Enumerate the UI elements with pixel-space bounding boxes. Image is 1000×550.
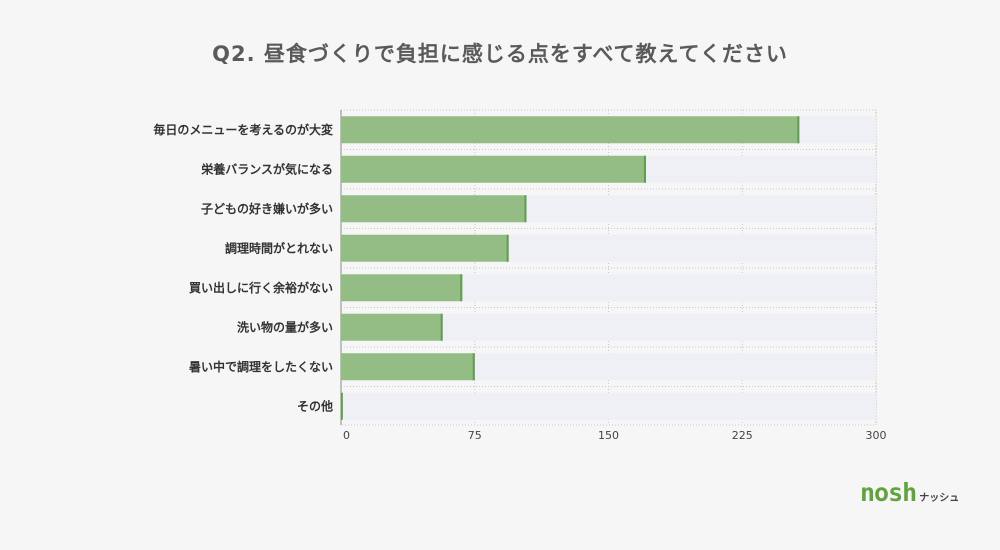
category-label-3: 調理時間がとれない — [225, 240, 333, 255]
bar-2 — [341, 195, 527, 223]
x-tick-labels: 0 75 150 225 300 — [343, 429, 887, 442]
category-labels: 毎日のメニューを考えるのが大変栄養バランスが気になる子どもの好き嫌いが多い調理時… — [153, 122, 334, 414]
bar-0 — [341, 116, 800, 144]
bar-edge-1 — [643, 155, 646, 183]
bar-fill-5 — [341, 313, 443, 341]
bar-edge-6 — [472, 353, 475, 381]
category-label-2: 子どもの好き嫌いが多い — [201, 201, 333, 216]
bar-6 — [341, 353, 475, 381]
bar-edge-3 — [506, 234, 509, 262]
bar-5 — [341, 313, 443, 341]
bar-track-7 — [341, 392, 876, 420]
bar-1 — [341, 155, 646, 183]
bar-edge-4 — [460, 274, 463, 302]
bar-7 — [340, 392, 343, 420]
category-label-4: 買い出しに行く余裕がない — [189, 280, 333, 295]
x-tick-label-3: 225 — [732, 429, 753, 442]
chart-title: Q2. 昼食づくりで負担に感じる点をすべて教えてください — [212, 42, 788, 66]
x-tick-label-0: 0 — [343, 429, 350, 442]
category-label-5: 洗い物の量が多い — [237, 319, 333, 334]
bar-fill-1 — [341, 155, 646, 183]
bar-3 — [341, 234, 509, 262]
bar-edge-2 — [524, 195, 527, 223]
bar-edge-5 — [440, 313, 443, 341]
brand-name: nosh — [860, 478, 917, 507]
bar-edge-0 — [797, 116, 800, 144]
bar-fill-3 — [341, 234, 509, 262]
category-label-1: 栄養バランスが気になる — [200, 161, 333, 176]
bar-fill-0 — [341, 116, 800, 144]
x-tick-label-2: 150 — [598, 429, 619, 442]
x-tick-label-1: 75 — [468, 429, 482, 442]
brand-subtitle: ナッシュ — [919, 493, 960, 504]
bar-fill-4 — [341, 274, 463, 302]
brand-logo: nosh ナッシュ — [860, 478, 959, 507]
category-label-6: 暑い中で調理をしたくない — [189, 359, 333, 374]
bar-fill-6 — [341, 353, 475, 381]
bar-4 — [341, 274, 463, 302]
bars — [340, 116, 800, 420]
bar-fill-2 — [341, 195, 527, 223]
bar-edge-7 — [340, 392, 343, 420]
category-label-7: その他 — [297, 398, 333, 413]
category-label-0: 毎日のメニューを考えるのが大変 — [153, 122, 334, 137]
grid-lines — [340, 109, 877, 426]
x-tick-label-4: 300 — [866, 429, 887, 442]
